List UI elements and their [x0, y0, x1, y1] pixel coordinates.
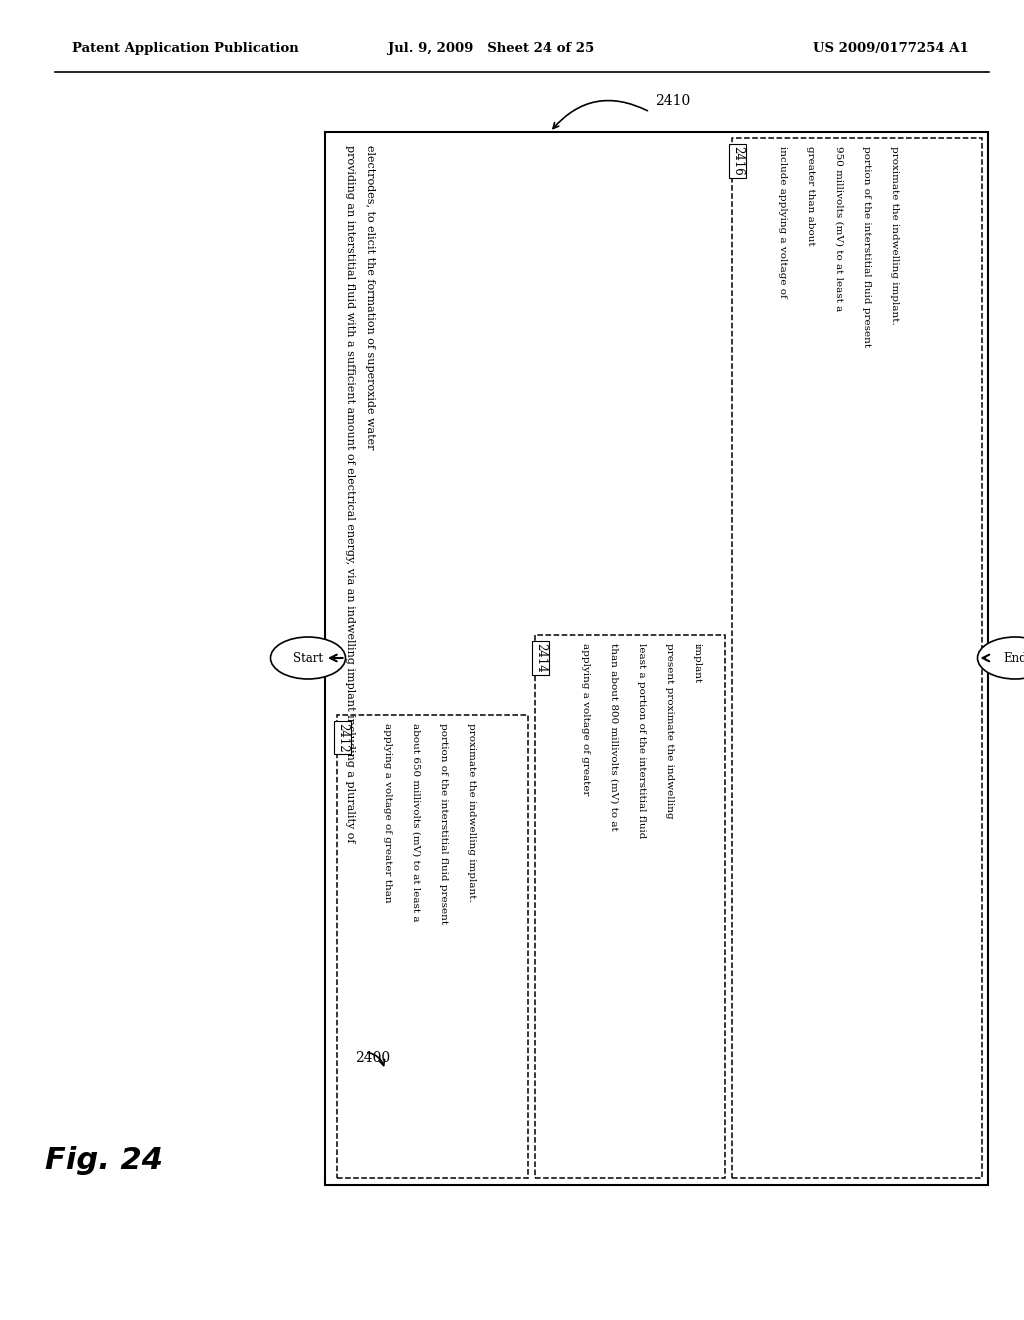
Text: applying a voltage of greater than: applying a voltage of greater than	[383, 723, 392, 903]
Text: portion of the interstitial fluid present: portion of the interstitial fluid presen…	[862, 147, 871, 347]
Text: electrodes, to elicit the formation of superoxide water: electrodes, to elicit the formation of s…	[365, 145, 375, 450]
Text: proximate the indwelling implant.: proximate the indwelling implant.	[890, 147, 899, 325]
Text: 950 millivolts (mV) to at least a: 950 millivolts (mV) to at least a	[834, 147, 843, 312]
Bar	[535, 635, 725, 1177]
Text: include applying a voltage of: include applying a voltage of	[778, 147, 787, 298]
Text: about 650 millivolts (mV) to at least a: about 650 millivolts (mV) to at least a	[411, 723, 420, 921]
Text: Jul. 9, 2009   Sheet 24 of 25: Jul. 9, 2009 Sheet 24 of 25	[388, 42, 595, 55]
Bar	[325, 132, 988, 1185]
Text: proximate the indwelling implant.: proximate the indwelling implant.	[467, 723, 476, 902]
Text: applying a voltage of greater: applying a voltage of greater	[581, 643, 590, 796]
Text: 2414: 2414	[534, 643, 547, 673]
Bar	[337, 715, 528, 1177]
Text: Start: Start	[293, 652, 323, 664]
Text: 2400: 2400	[355, 1051, 390, 1065]
Text: 2410: 2410	[655, 94, 690, 108]
Text: Fig. 24: Fig. 24	[45, 1146, 163, 1175]
Text: present proximate the indwelling: present proximate the indwelling	[665, 643, 674, 818]
Ellipse shape	[270, 638, 345, 678]
Text: Patent Application Publication: Patent Application Publication	[72, 42, 299, 55]
Text: 2416: 2416	[731, 147, 744, 176]
Text: portion of the interstitial fluid present: portion of the interstitial fluid presen…	[439, 723, 449, 924]
Text: End: End	[1004, 652, 1024, 664]
Bar	[732, 139, 982, 1177]
Ellipse shape	[978, 638, 1024, 678]
Text: US 2009/0177254 A1: US 2009/0177254 A1	[813, 42, 969, 55]
Text: providing an interstitial fluid with a sufficient amount of electrical energy, v: providing an interstitial fluid with a s…	[345, 145, 355, 842]
Text: implant: implant	[693, 643, 702, 684]
Text: least a portion of the interstitial fluid: least a portion of the interstitial flui…	[637, 643, 646, 838]
Text: greater than about: greater than about	[806, 147, 815, 246]
Text: 2412: 2412	[336, 723, 349, 752]
Text: than about 800 millivolts (mV) to at: than about 800 millivolts (mV) to at	[609, 643, 618, 830]
